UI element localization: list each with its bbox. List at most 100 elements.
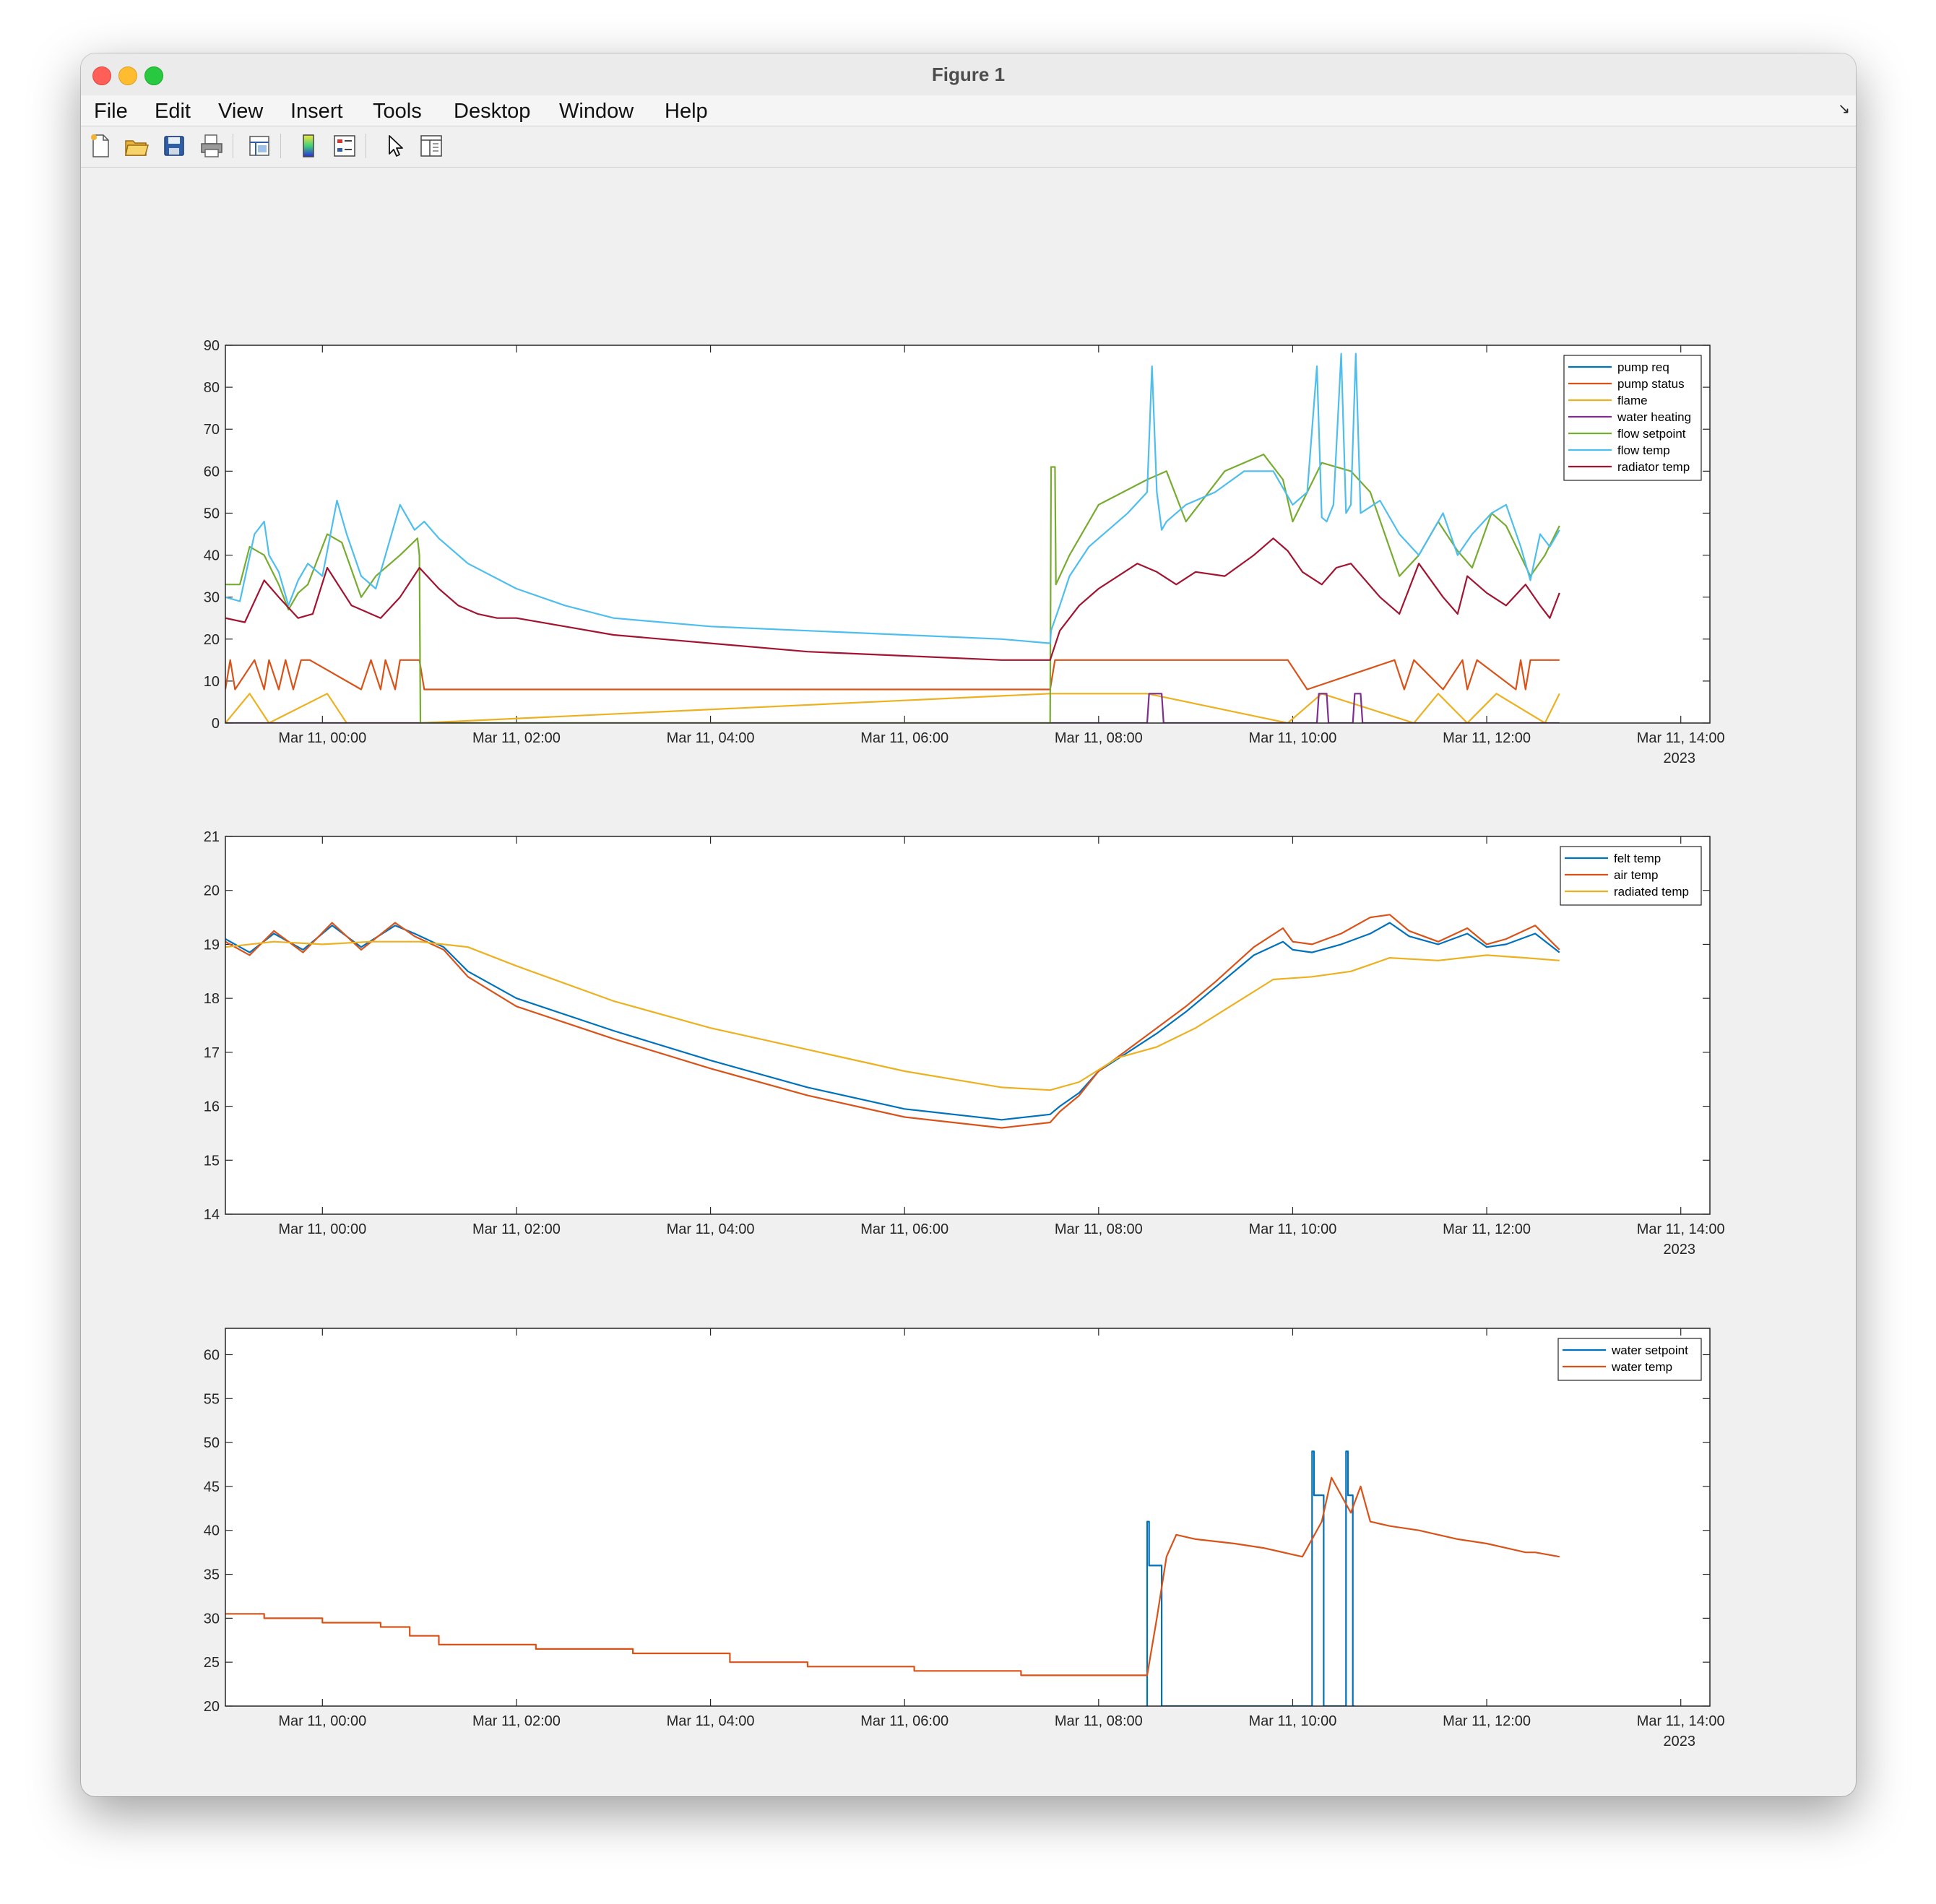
legend-box [1563,355,1702,481]
y-tick-label: 40 [204,1523,220,1539]
series-line-water-temp[interactable] [225,1476,1560,1676]
x-tick-label: Mar 11, 12:00 [1443,730,1531,746]
y-tick-label: 20 [204,883,220,899]
legend-icon[interactable] [331,132,358,160]
x-tick-label: Mar 11, 00:00 [278,1713,366,1729]
legend[interactable]: pump req pump status flame water heating flo… [1563,355,1702,481]
legend-label: radiated temp [1614,885,1689,899]
x-tick-label: Mar 11, 04:00 [667,1221,755,1237]
print-icon[interactable] [198,132,225,160]
series-line-flame[interactable] [225,693,1560,723]
undock-arrow-icon[interactable]: ↘ [1838,101,1850,117]
y-tick-label: 21 [204,829,220,845]
menu-edit[interactable]: Edit [155,100,191,123]
x-tick-label: Mar 11, 04:00 [667,1713,755,1729]
x-tick-label: Mar 11, 08:00 [1055,1713,1143,1729]
x-tick-label: Mar 11, 14:00 [1637,730,1725,746]
axes-frame [225,1328,1711,1707]
y-tick-label: 55 [204,1391,220,1407]
series-line-flow-temp[interactable] [225,352,1560,644]
property-inspector-icon[interactable] [418,132,445,160]
y-tick-label: 45 [204,1479,220,1495]
menu-tools[interactable]: Tools [373,100,422,123]
y-tick-label: 70 [204,422,220,438]
legend-box [1557,1338,1702,1381]
legend-label: water heating [1617,410,1691,424]
axes-2[interactable]: 14 15 16 17 18 19 20 21 Mar 11, 00:00 Mar 11, 02:… [204,829,1725,1258]
menu-window[interactable]: Window [559,100,634,123]
y-tick-label: 60 [204,1347,220,1363]
save-icon[interactable] [160,132,188,160]
x-tick-label: Mar 11, 08:00 [1055,1221,1143,1237]
series-line-water-heating[interactable] [225,693,1560,723]
y-tick-label: 50 [204,1435,220,1451]
menu-file[interactable]: File [94,100,128,123]
figure-toolbar [81,126,1856,168]
legend[interactable]: felt temp air temp radiated temp [1560,846,1702,906]
x-year-label: 2023 [1663,1242,1695,1258]
y-tick-label: 20 [204,1699,220,1715]
x-tick-label: Mar 11, 06:00 [860,1221,948,1237]
edit-plot-pointer-icon[interactable] [381,132,409,160]
x-tick-label: Mar 11, 02:00 [472,1713,561,1729]
close-window-button[interactable] [92,66,111,85]
series-line-radiated-temp[interactable] [225,940,1560,1091]
axes-background [225,1328,1710,1706]
x-tick-label: Mar 11, 14:00 [1637,1221,1725,1237]
y-tick-label: 0 [212,716,220,732]
plot-area: 0 10 20 30 40 50 60 70 80 90 Mar 11, 00:00 Mar 11, … [81,168,1856,1796]
x-tick-label: Mar 11, 02:00 [472,730,561,746]
legend-label: radiator temp [1617,460,1690,474]
x-tick-label: Mar 11, 10:00 [1248,1713,1336,1729]
y-tick-label: 35 [204,1567,220,1583]
legend-label: flow temp [1617,443,1670,457]
x-tick-label: Mar 11, 06:00 [860,730,948,746]
y-tick-label: 80 [204,380,220,396]
legend-label: felt temp [1614,852,1661,865]
y-tick-label: 30 [204,1611,220,1627]
legend-label: pump req [1617,360,1669,374]
open-file-icon[interactable] [123,132,150,160]
y-tick-label: 90 [204,338,220,354]
axes-background [225,345,1710,723]
figure-window: Figure 1 File Edit View Insert Tools Des… [81,53,1856,1796]
menu-help[interactable]: Help [665,100,708,123]
legend-label: water setpoint [1611,1343,1688,1357]
series-line-air-temp[interactable] [225,914,1560,1129]
print-preview-icon[interactable] [246,132,273,160]
y-tick-label: 18 [204,991,220,1007]
x-year-label: 2023 [1663,750,1695,766]
series-line-water-setpoint[interactable] [1146,1450,1355,1706]
x-tick-label: Mar 11, 02:00 [472,1221,561,1237]
y-tick-label: 14 [204,1207,220,1223]
new-figure-icon[interactable] [87,132,114,160]
legend[interactable]: water setpoint water temp [1557,1338,1702,1381]
menu-insert[interactable]: Insert [290,100,343,123]
x-tick-label: Mar 11, 00:00 [278,1221,366,1237]
series-line-radiator-temp[interactable] [225,537,1560,661]
y-tick-label: 50 [204,506,220,522]
legend-label: flow setpoint [1617,427,1686,441]
menu-desktop[interactable]: Desktop [454,100,531,123]
y-tick-label: 10 [204,674,220,690]
y-tick-label: 17 [204,1045,220,1061]
figure-canvas[interactable]: 0 10 20 30 40 50 60 70 80 90 Mar 11, 00:00 Mar 11, … [81,168,1856,1796]
series-line-felt-temp[interactable] [225,922,1560,1121]
x-tick-label: Mar 11, 00:00 [278,730,366,746]
x-year-label: 2023 [1663,1734,1695,1749]
x-tick-label: Mar 11, 10:00 [1248,730,1336,746]
menu-bar: File Edit View Insert Tools Desktop Wind… [81,95,1856,126]
x-tick-label: Mar 11, 14:00 [1637,1713,1725,1729]
menu-view[interactable]: View [218,100,264,123]
colorbar-icon[interactable] [295,132,322,160]
y-tick-label: 19 [204,937,220,953]
axes-3[interactable]: 20 25 30 35 40 45 50 55 60 Mar 11, 00:00 Mar 11, 0… [204,1328,1725,1749]
axes-1[interactable]: 0 10 20 30 40 50 60 70 80 90 Mar 11, 00:00 Mar 11, … [204,338,1725,766]
maximize-window-button[interactable] [144,66,163,85]
y-tick-label: 40 [204,548,220,564]
y-tick-label: 25 [204,1655,220,1671]
minimize-window-button[interactable] [118,66,137,85]
legend-label: water temp [1611,1360,1672,1374]
axes-frame [225,836,1711,1215]
x-tick-label: Mar 11, 08:00 [1055,730,1143,746]
